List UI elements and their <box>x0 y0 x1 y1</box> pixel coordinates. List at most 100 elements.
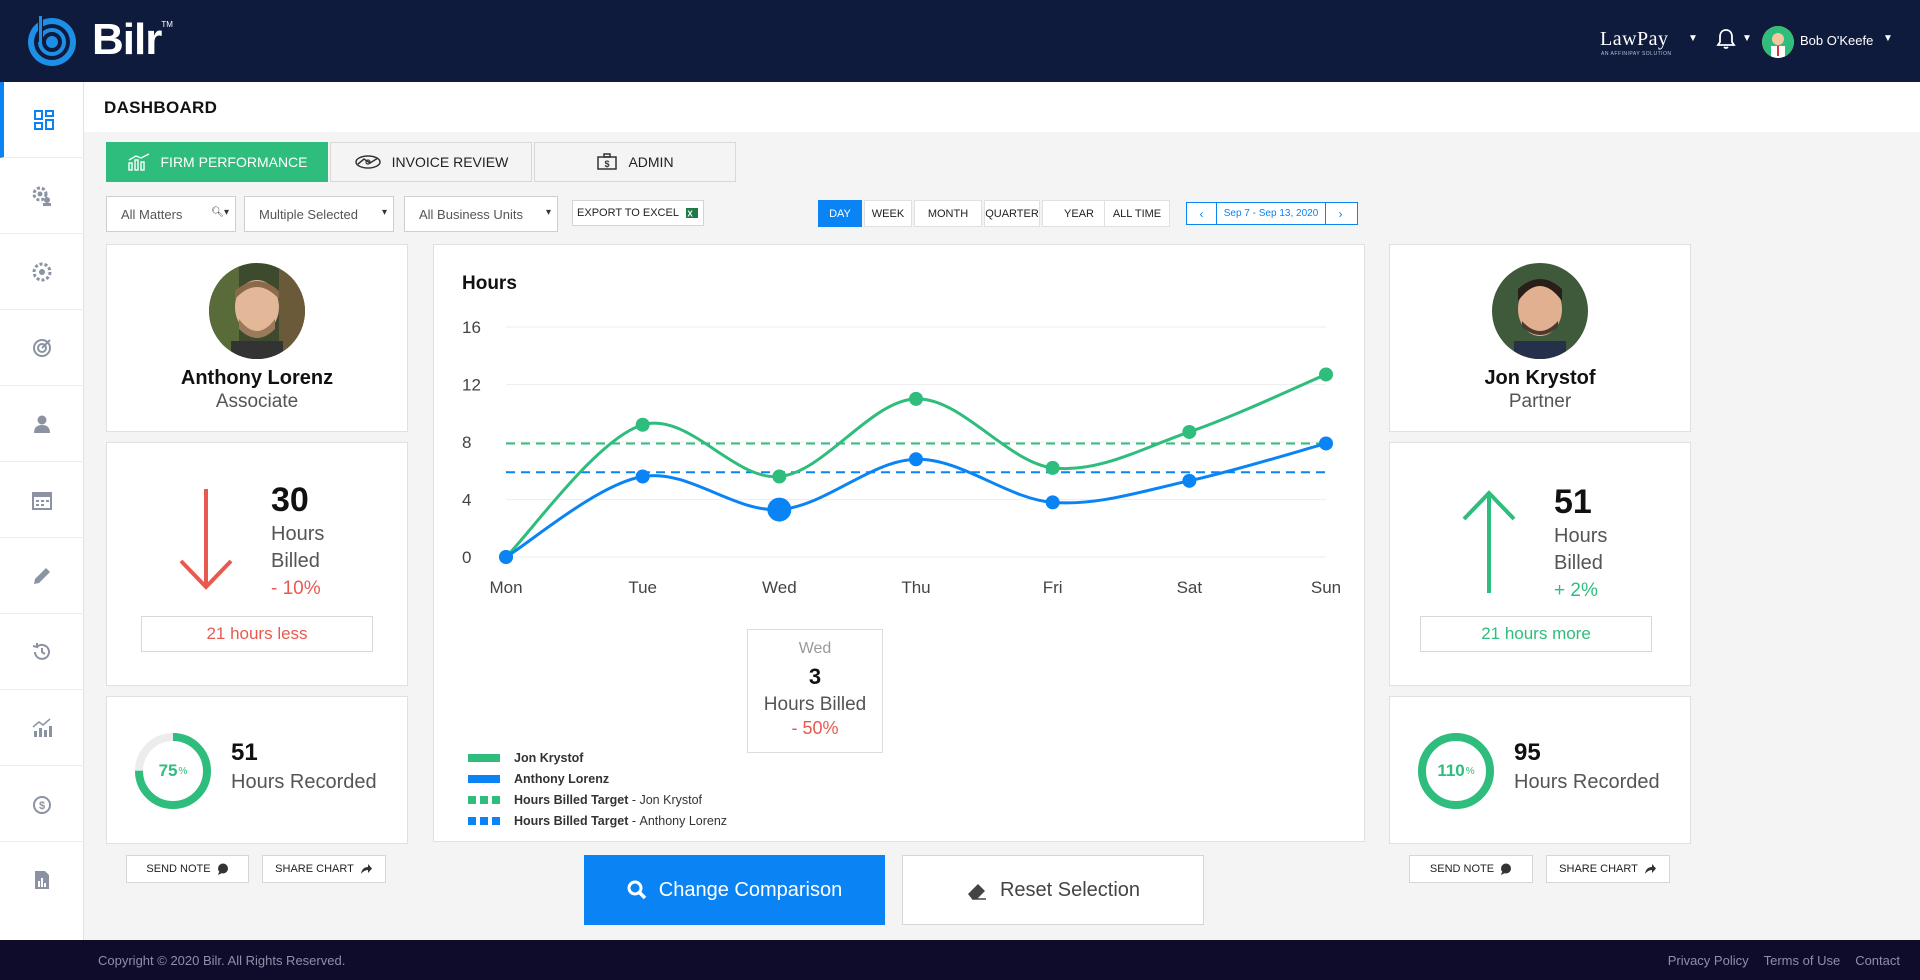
hours-chart-card: Hours 0 4 8 12 16 Mon Tue Wed Thu Fri Sat Sun Jon K… <box>433 244 1365 842</box>
top-bar: Bilr TM LawPay AN AFFINIPAY SOLUTION ▼ ▼… <box>0 0 1920 82</box>
legend-item-jon[interactable]: Jon Krystof <box>468 751 583 765</box>
page-title: DASHBOARD <box>104 98 218 117</box>
period-all-time-button[interactable]: ALL TIME <box>1104 200 1170 227</box>
right-send-note-button[interactable]: SEND NOTE <box>1409 855 1533 883</box>
data-point[interactable] <box>767 497 792 522</box>
data-point[interactable] <box>1182 473 1197 488</box>
billed-label: Billed <box>1554 552 1603 574</box>
user-menu-dropdown-icon[interactable]: ▼ <box>1883 33 1893 44</box>
chevron-left-icon[interactable]: ‹ <box>1199 206 1204 221</box>
billed-label: Billed <box>271 550 320 572</box>
data-point[interactable] <box>499 550 513 564</box>
tooltip-change: - 50% <box>791 718 839 738</box>
period-week-button[interactable]: WEEK <box>864 200 912 227</box>
user-icon <box>34 415 50 433</box>
period-label: YEAR <box>1064 207 1094 220</box>
chart-title: Hours <box>462 273 517 294</box>
sidebar-item-financial-trends[interactable] <box>0 690 84 766</box>
app-logo[interactable]: Bilr TM <box>24 12 173 68</box>
right-share-chart-button[interactable]: SHARE CHART <box>1546 855 1670 883</box>
legend-item-target-anthony[interactable]: Hours Billed Target - Anthony Lorenz <box>468 814 727 828</box>
period-label: MONTH <box>927 207 969 220</box>
sidebar-item-calendar[interactable] <box>0 462 84 538</box>
sidebar-item-people[interactable] <box>0 386 84 462</box>
lawpay-logo[interactable]: LawPay <box>1600 28 1669 50</box>
briefcase-money-icon: $ <box>597 153 618 170</box>
page-header: DASHBOARD <box>84 82 1920 132</box>
speech-bubble-icon <box>1501 863 1512 875</box>
person-name: Jon Krystof <box>1484 367 1596 389</box>
lawpay-subtitle: AN AFFINIPAY SOLUTION <box>1601 51 1672 57</box>
data-point[interactable] <box>1319 436 1333 451</box>
sidebar-item-billing[interactable]: $ <box>0 766 84 842</box>
privacy-policy-link[interactable]: Privacy Policy <box>1667 953 1749 968</box>
data-point[interactable] <box>1045 460 1060 475</box>
hours-recorded-label: Hours Recorded <box>1514 771 1660 793</box>
app-name: Bilr <box>92 15 162 64</box>
period-month-button[interactable]: MONTH <box>914 200 982 227</box>
terms-of-use-link[interactable]: Terms of Use <box>1763 953 1841 968</box>
person-role: Partner <box>1508 391 1572 412</box>
tab-invoice-review[interactable]: INVOICE REVIEW <box>330 142 532 182</box>
sidebar-item-reports[interactable] <box>0 842 84 918</box>
legend-person: Jon Krystof <box>639 793 703 807</box>
svg-text:$: $ <box>605 159 610 169</box>
period-quarter-button[interactable]: QUARTER <box>984 200 1040 227</box>
hours-line-chart[interactable]: 0 4 8 12 16 Mon Tue Wed Thu Fri Sat Sun <box>434 245 1366 745</box>
data-point[interactable] <box>1319 367 1333 382</box>
tooltip-day: Wed <box>798 640 832 657</box>
reset-selection-button[interactable]: Reset Selection <box>902 855 1204 925</box>
right-hours-recorded-card: 110% 95 Hours Recorded <box>1389 696 1691 844</box>
multiple-select[interactable]: Multiple Selected ▾ <box>244 196 394 232</box>
period-year-button[interactable]: YEAR <box>1042 200 1116 227</box>
chevron-down-icon: ▾ <box>545 207 551 218</box>
billed-change-percent: - 10% <box>271 578 321 599</box>
arrow-down-icon <box>179 489 233 590</box>
search-dropdown-icon: 🔍︎▾ <box>211 207 229 218</box>
arrow-up-icon <box>1462 490 1516 593</box>
x-tick-label: Mon <box>489 578 522 597</box>
dashboard-grid-icon <box>34 109 54 130</box>
data-point[interactable] <box>1182 424 1197 439</box>
date-range-label[interactable]: Sep 7 - Sep 13, 2020 <box>1216 203 1326 224</box>
sidebar-item-history[interactable] <box>0 614 84 690</box>
export-to-excel-button[interactable]: EXPORT TO EXCEL X <box>572 200 704 226</box>
legend-item-anthony[interactable]: Anthony Lorenz <box>468 772 609 786</box>
chevron-right-icon[interactable]: › <box>1338 206 1343 221</box>
data-point[interactable] <box>909 452 923 467</box>
change-comparison-button[interactable]: Change Comparison <box>584 855 885 925</box>
lawpay-dropdown-icon[interactable]: ▼ <box>1688 33 1698 44</box>
sidebar-item-dashboard[interactable] <box>0 82 84 158</box>
user-avatar[interactable] <box>1762 26 1794 58</box>
left-send-note-button[interactable]: SEND NOTE <box>126 855 249 883</box>
tooltip-label: Hours Billed <box>763 694 867 715</box>
copyright-text: Copyright © 2020 Bilr. All Rights Reserv… <box>98 953 346 968</box>
period-day-button[interactable]: DAY <box>818 200 862 227</box>
notification-bell-icon[interactable] <box>1716 28 1736 55</box>
tab-admin[interactable]: $ ADMIN <box>534 142 736 182</box>
sidebar-item-edit[interactable] <box>0 538 84 614</box>
data-point[interactable] <box>772 469 787 484</box>
user-name[interactable]: Bob O'Keefe <box>1800 33 1874 48</box>
x-tick-label: Fri <box>1043 578 1063 597</box>
left-share-chart-button[interactable]: SHARE CHART <box>262 855 386 883</box>
legend-item-target-jon[interactable]: Hours Billed Target - Jon Krystof <box>468 793 702 807</box>
business-units-select[interactable]: All Business Units ▾ <box>404 196 558 232</box>
target-icon <box>33 338 51 357</box>
right-hours-billed-card: 51 Hours Billed + 2% 21 hours more <box>1389 442 1691 686</box>
data-point[interactable] <box>635 469 650 484</box>
sidebar-item-goals[interactable] <box>0 310 84 386</box>
data-point[interactable] <box>635 417 650 432</box>
contact-link[interactable]: Contact <box>1855 953 1900 968</box>
legend-label: Hours Billed Target <box>514 793 629 807</box>
dollar-circle-icon: $ <box>33 795 51 814</box>
notifications-dropdown-icon[interactable]: ▼ <box>1742 33 1752 44</box>
data-point[interactable] <box>1045 495 1060 510</box>
button-label: SHARE CHART <box>275 863 354 875</box>
person-photo <box>209 263 305 359</box>
tab-firm-performance[interactable]: FIRM PERFORMANCE <box>106 142 328 182</box>
matters-select[interactable]: All Matters 🔍︎▾ <box>106 196 236 232</box>
sidebar-item-settings-users[interactable] <box>0 158 84 234</box>
sidebar-item-settings[interactable] <box>0 234 84 310</box>
data-point[interactable] <box>909 391 923 406</box>
